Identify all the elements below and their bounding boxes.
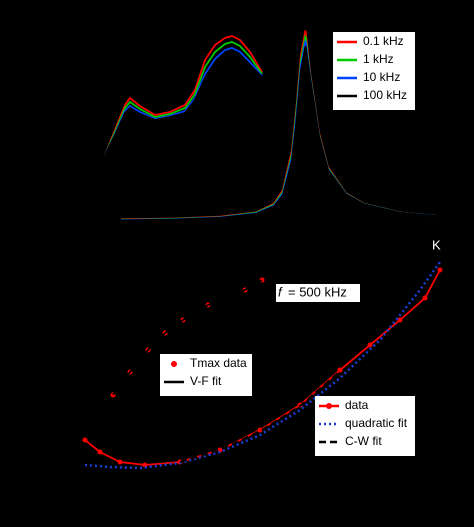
series-line [104,41,263,156]
legend-marker [326,403,332,409]
legend-label: 10 kHz [363,70,400,84]
data-point [437,267,443,273]
annotation-symbol: f [278,284,283,299]
legend-marker [171,361,177,367]
data-point [397,317,403,323]
legend-label: 0.1 kHz [363,34,404,48]
series-line [84,261,442,470]
series-line [104,35,263,156]
series-line [179,370,341,463]
data-point [337,367,343,373]
annotation: = 500 kHz [288,284,347,299]
series-line [104,47,263,156]
data-point [97,449,103,455]
annotation-box [276,284,360,302]
data-point [367,342,373,348]
legend-label: Tmax data [190,356,247,370]
legend-label: quadratic fit [345,416,408,430]
series-line [120,45,437,222]
data-point [117,459,123,465]
legend-label: V-F fit [190,374,222,388]
unit-label: K [432,237,441,252]
legend-label: data [345,398,369,412]
legend-box [160,354,252,396]
legend-label: 1 kHz [363,52,394,66]
data-point [422,295,428,301]
data-point [82,437,88,443]
legend-label: C-W fit [345,434,382,448]
series-line [104,51,263,156]
series-line [112,279,263,396]
legend-label: 100 kHz [363,88,407,102]
data-point [257,427,263,433]
